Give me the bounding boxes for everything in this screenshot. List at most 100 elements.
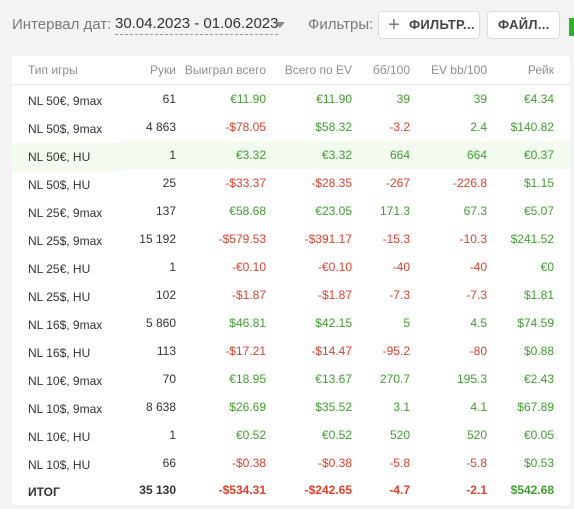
game-type-cell: NL 10$, HU <box>28 458 91 472</box>
won-cell: €11.90 <box>230 92 266 106</box>
rake-cell: $0.88 <box>523 344 554 358</box>
rake-cell: $67.89 <box>517 400 554 414</box>
table-row[interactable]: NL 16$, HU 113 -$17.21 -$14.47 -95.2 -80 $0.88 <box>12 337 570 365</box>
filters-button[interactable]: + ФИЛЬТР... <box>378 11 480 39</box>
game-type-cell: NL 25€, HU <box>28 262 91 276</box>
table-row[interactable]: NL 25€, HU 1 -€0.10 -€0.10 -40 -40 €0 <box>12 253 570 281</box>
ev-bb100-cell: 520 <box>466 428 487 442</box>
bb100-cell: -4.7 <box>389 483 410 497</box>
ev-bb100-cell: 195.3 <box>456 372 487 386</box>
bb100-cell: 270.7 <box>379 372 410 386</box>
column-header-ev-bb100[interactable]: EV bb/100 <box>410 56 487 85</box>
won-cell: -$17.21 <box>225 344 266 358</box>
table-row[interactable]: NL 50$, 9max 4 863 -$78.05 $58.32 -3.2 2.4 $14… <box>12 113 570 141</box>
ev-cell: -€0.10 <box>317 260 352 274</box>
rake-cell: $241.52 <box>510 232 554 246</box>
column-header-bb100[interactable]: бб/100 <box>352 56 410 85</box>
ev-bb100-cell: -2.1 <box>466 483 487 497</box>
ev-bb100-cell: 664 <box>410 141 487 169</box>
column-header-rake[interactable]: Рейк <box>487 56 570 85</box>
table-row[interactable]: NL 10€, 9max 70 €18.95 €13.67 270.7 195.3 €2.4… <box>12 365 570 393</box>
ev-bb100-cell: -40 <box>469 260 487 274</box>
toolbar: Интервал дат: 30.04.2023 - 01.06.2023 Фи… <box>0 0 574 52</box>
files-button-label: ФАЙЛ... <box>498 17 550 32</box>
ev-bb100-cell: 39 <box>473 92 487 106</box>
hands-cell: 15 192 <box>139 232 176 246</box>
won-cell: $26.69 <box>229 400 266 414</box>
date-range-picker[interactable]: 30.04.2023 - 01.06.2023 <box>115 15 279 35</box>
table-row[interactable]: NL 50€, 9max 61 €11.90 €11.90 39 39 €4.34 <box>12 85 570 114</box>
table-total-row[interactable]: ИТОГ 35 130 -$534.31 -$242.65 -4.7 -2.1 $542.6… <box>12 477 570 503</box>
ev-cell: €23.05 <box>315 204 352 218</box>
table-row[interactable]: NL 25$, 9max 15 192 -$579.53 -$391.17 -15.3 -… <box>12 225 570 253</box>
rake-cell: $74.59 <box>517 316 554 330</box>
ev-cell: -$14.47 <box>311 344 352 358</box>
bb100-cell: 664 <box>352 141 410 169</box>
rake-cell: $0.53 <box>523 456 554 470</box>
won-cell: €0.52 <box>235 428 266 442</box>
bb100-cell: 520 <box>389 428 410 442</box>
bb100-cell: 3.1 <box>393 400 410 414</box>
ev-cell: $58.32 <box>315 120 352 134</box>
bb100-cell: -95.2 <box>382 344 410 358</box>
ev-cell: €3.32 <box>266 141 352 169</box>
chart-icon[interactable] <box>569 18 574 36</box>
game-type-cell: NL 50€, 9max <box>28 94 103 108</box>
rake-cell: €4.34 <box>523 92 554 106</box>
chevron-down-icon[interactable] <box>275 22 285 28</box>
won-cell: -$534.31 <box>218 483 266 497</box>
game-type-cell: NL 25$, HU <box>28 290 91 304</box>
won-cell: -$579.53 <box>218 232 266 246</box>
rake-cell: €2.43 <box>523 372 554 386</box>
game-type-cell: NL 10€, 9max <box>28 374 103 388</box>
game-type-cell: NL 50€, HU <box>12 143 122 171</box>
ev-bb100-cell: 4.5 <box>470 316 487 330</box>
ev-bb100-cell: -10.3 <box>459 232 487 246</box>
game-type-cell: NL 25€, 9max <box>28 206 103 220</box>
won-cell: -€0.10 <box>231 260 266 274</box>
bb100-cell: -267 <box>385 176 410 190</box>
bb100-cell: 171.3 <box>379 204 410 218</box>
column-header-game-type[interactable]: Тип игры <box>12 56 122 85</box>
ev-cell: $35.52 <box>315 400 352 414</box>
table-row[interactable]: NL 25$, HU 102 -$1.87 -$1.87 -7.3 -7.3 $1.81 <box>12 281 570 309</box>
column-header-hands[interactable]: Руки <box>122 56 176 85</box>
hands-cell: 61 <box>162 92 176 106</box>
table-row[interactable]: NL 50$, HU 25 -$33.37 -$28.35 -267 -226.8 $1.1… <box>12 169 570 197</box>
hands-cell: 102 <box>155 288 176 302</box>
hands-cell: 35 130 <box>139 483 176 497</box>
table-row[interactable]: NL 50€, HU 1 €3.32 €3.32 664 664 €0.37 <box>12 141 570 171</box>
won-cell: €3.32 <box>176 141 266 169</box>
ev-cell: -$391.17 <box>304 232 352 246</box>
table-row[interactable]: NL 10€, HU 1 €0.52 €0.52 520 520 €0.05 <box>12 421 570 449</box>
table-row[interactable]: NL 10$, 9max 8 638 $26.69 $35.52 3.1 4.1 $67.8… <box>12 393 570 421</box>
bb100-cell: -5.8 <box>389 456 410 470</box>
rake-cell: $140.82 <box>510 120 554 134</box>
game-type-cell: NL 16$, HU <box>28 346 91 360</box>
game-type-cell: NL 16$, 9max <box>28 318 103 332</box>
game-type-cell: NL 10$, 9max <box>28 402 103 416</box>
files-button[interactable]: ФАЙЛ... <box>487 11 560 39</box>
hands-cell: 66 <box>162 456 176 470</box>
game-type-cell: NL 50$, 9max <box>28 122 103 136</box>
stats-table-card: Тип игры Руки Выиграл всего Всего по EV … <box>12 56 570 505</box>
hands-cell: 5 860 <box>145 316 176 330</box>
table-row[interactable]: NL 10$, HU 66 -$0.38 -$0.38 -5.8 -5.8 $0.53 <box>12 449 570 477</box>
rake-cell: $542.68 <box>510 483 554 497</box>
table-row[interactable]: NL 16$, 9max 5 860 $46.81 $42.15 5 4.5 $74.59 <box>12 309 570 337</box>
date-range-label: Интервал дат: <box>12 16 112 33</box>
column-header-ev[interactable]: Всего по EV <box>266 56 352 85</box>
game-type-cell: NL 50$, HU <box>28 178 91 192</box>
won-cell: -$0.38 <box>231 456 266 470</box>
hands-cell: 4 863 <box>145 120 176 134</box>
ev-bb100-cell: 4.1 <box>470 400 487 414</box>
rake-cell: $1.81 <box>523 288 554 302</box>
column-header-won[interactable]: Выиграл всего <box>176 56 266 85</box>
ev-bb100-cell: -226.8 <box>452 176 487 190</box>
ev-bb100-cell: 2.4 <box>470 120 487 134</box>
ev-bb100-cell: -7.3 <box>466 288 487 302</box>
bb100-cell: 5 <box>403 316 410 330</box>
table-row[interactable]: NL 25€, 9max 137 €58.68 €23.05 171.3 67.3 €5.0… <box>12 197 570 225</box>
hands-cell: 137 <box>155 204 176 218</box>
hands-cell: 1 <box>169 260 176 274</box>
